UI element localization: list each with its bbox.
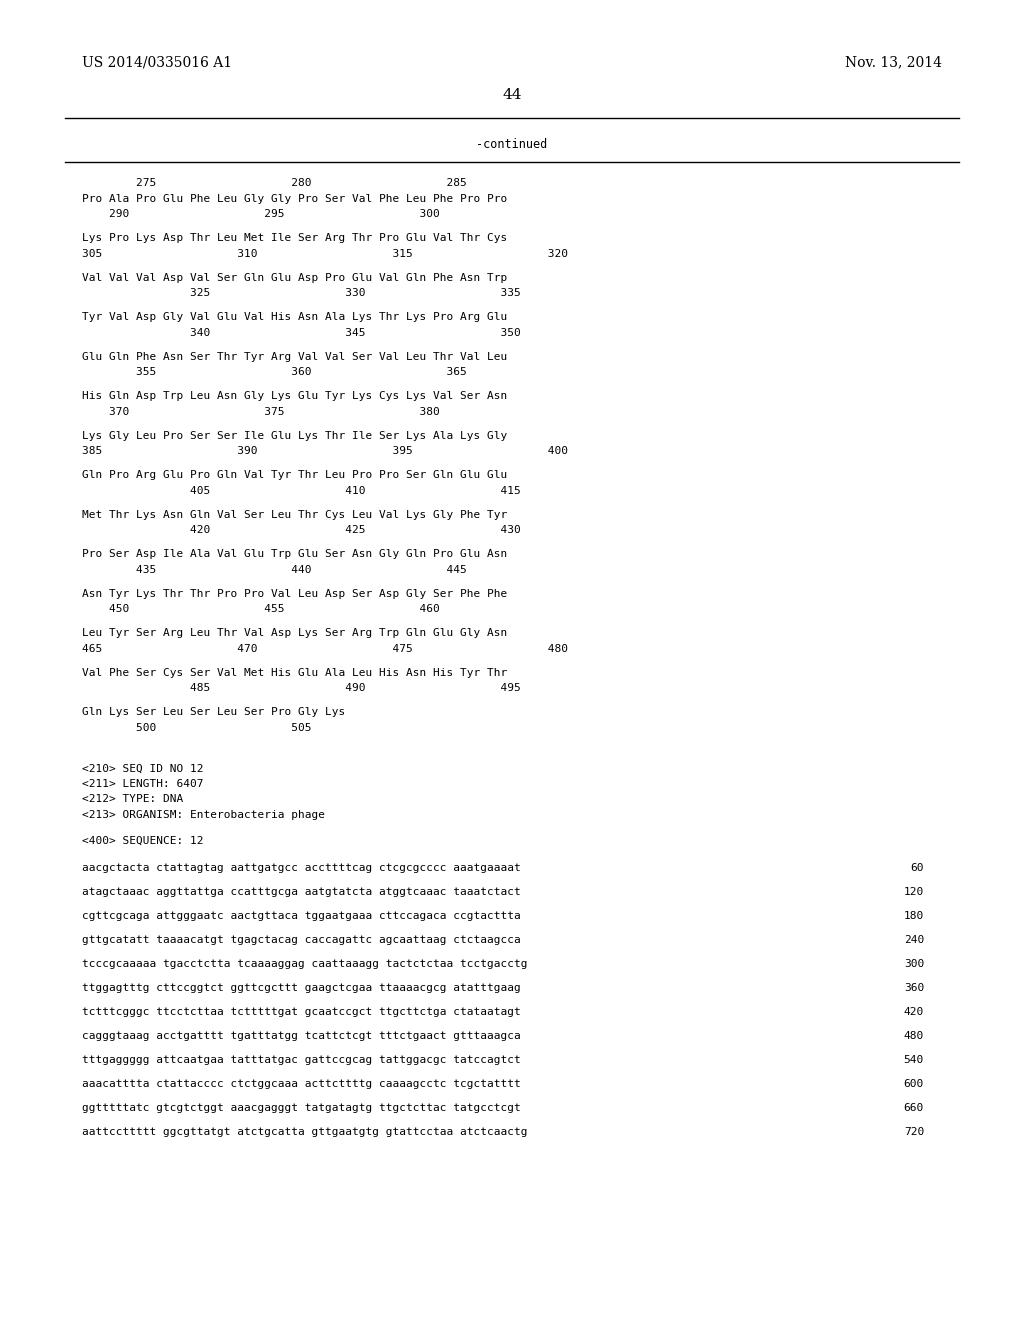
Text: 405                    410                    415: 405 410 415: [82, 486, 521, 496]
Text: <210> SEQ ID NO 12: <210> SEQ ID NO 12: [82, 763, 204, 774]
Text: 355                    360                    365: 355 360 365: [82, 367, 467, 378]
Text: 420: 420: [904, 1007, 924, 1018]
Text: 60: 60: [910, 863, 924, 874]
Text: Met Thr Lys Asn Gln Val Ser Leu Thr Cys Leu Val Lys Gly Phe Tyr: Met Thr Lys Asn Gln Val Ser Leu Thr Cys …: [82, 510, 507, 520]
Text: Lys Gly Leu Pro Ser Ser Ile Glu Lys Thr Ile Ser Lys Ala Lys Gly: Lys Gly Leu Pro Ser Ser Ile Glu Lys Thr …: [82, 430, 507, 441]
Text: 485                    490                    495: 485 490 495: [82, 684, 521, 693]
Text: <212> TYPE: DNA: <212> TYPE: DNA: [82, 795, 183, 804]
Text: aaacatttta ctattacccc ctctggcaaa acttcttttg caaaagcctc tcgctatttt: aaacatttta ctattacccc ctctggcaaa acttctt…: [82, 1080, 521, 1089]
Text: Nov. 13, 2014: Nov. 13, 2014: [845, 55, 942, 69]
Text: 435                    440                    445: 435 440 445: [82, 565, 467, 574]
Text: Asn Tyr Lys Thr Thr Pro Pro Val Leu Asp Ser Asp Gly Ser Phe Phe: Asn Tyr Lys Thr Thr Pro Pro Val Leu Asp …: [82, 589, 507, 599]
Text: <211> LENGTH: 6407: <211> LENGTH: 6407: [82, 779, 204, 789]
Text: 180: 180: [904, 911, 924, 921]
Text: His Gln Asp Trp Leu Asn Gly Lys Glu Tyr Lys Cys Lys Val Ser Asn: His Gln Asp Trp Leu Asn Gly Lys Glu Tyr …: [82, 391, 507, 401]
Text: 450                    455                    460: 450 455 460: [82, 605, 439, 614]
Text: -continued: -continued: [476, 139, 548, 152]
Text: 720: 720: [904, 1127, 924, 1138]
Text: 240: 240: [904, 936, 924, 945]
Text: tctttcgggc ttcctcttaa tctttttgat gcaatccgct ttgcttctga ctataatagt: tctttcgggc ttcctcttaa tctttttgat gcaatcc…: [82, 1007, 521, 1018]
Text: 385                    390                    395                    400: 385 390 395 400: [82, 446, 568, 457]
Text: <400> SEQUENCE: 12: <400> SEQUENCE: 12: [82, 836, 204, 845]
Text: ggtttttatc gtcgtctggt aaacgagggt tatgatagtg ttgctcttac tatgcctcgt: ggtttttatc gtcgtctggt aaacgagggt tatgata…: [82, 1104, 521, 1113]
Text: Gln Lys Ser Leu Ser Leu Ser Pro Gly Lys: Gln Lys Ser Leu Ser Leu Ser Pro Gly Lys: [82, 708, 345, 717]
Text: atagctaaac aggttattga ccatttgcga aatgtatcta atggtcaaac taaatctact: atagctaaac aggttattga ccatttgcga aatgtat…: [82, 887, 521, 898]
Text: aacgctacta ctattagtag aattgatgcc accttttcag ctcgcgcccc aaatgaaaat: aacgctacta ctattagtag aattgatgcc acctttt…: [82, 863, 521, 874]
Text: aattccttttt ggcgttatgt atctgcatta gttgaatgtg gtattcctaa atctcaactg: aattccttttt ggcgttatgt atctgcatta gttgaa…: [82, 1127, 527, 1138]
Text: 420                    425                    430: 420 425 430: [82, 525, 521, 535]
Text: ttggagtttg cttccggtct ggttcgcttt gaagctcgaa ttaaaacgcg atatttgaag: ttggagtttg cttccggtct ggttcgcttt gaagctc…: [82, 983, 521, 994]
Text: 480: 480: [904, 1031, 924, 1041]
Text: Tyr Val Asp Gly Val Glu Val His Asn Ala Lys Thr Lys Pro Arg Glu: Tyr Val Asp Gly Val Glu Val His Asn Ala …: [82, 312, 507, 322]
Text: Pro Ser Asp Ile Ala Val Glu Trp Glu Ser Asn Gly Gln Pro Glu Asn: Pro Ser Asp Ile Ala Val Glu Trp Glu Ser …: [82, 549, 507, 560]
Text: 660: 660: [904, 1104, 924, 1113]
Text: 300: 300: [904, 960, 924, 969]
Text: US 2014/0335016 A1: US 2014/0335016 A1: [82, 55, 232, 69]
Text: <213> ORGANISM: Enterobacteria phage: <213> ORGANISM: Enterobacteria phage: [82, 810, 325, 820]
Text: Pro Ala Pro Glu Phe Leu Gly Gly Pro Ser Val Phe Leu Phe Pro Pro: Pro Ala Pro Glu Phe Leu Gly Gly Pro Ser …: [82, 194, 507, 203]
Text: Val Val Val Asp Val Ser Gln Glu Asp Pro Glu Val Gln Phe Asn Trp: Val Val Val Asp Val Ser Gln Glu Asp Pro …: [82, 272, 507, 282]
Text: 325                    330                    335: 325 330 335: [82, 288, 521, 298]
Text: 500                    505: 500 505: [82, 723, 311, 733]
Text: 305                    310                    315                    320: 305 310 315 320: [82, 248, 568, 259]
Text: 120: 120: [904, 887, 924, 898]
Text: tcccgcaaaaa tgacctctta tcaaaaggag caattaaagg tactctctaa tcctgacctg: tcccgcaaaaa tgacctctta tcaaaaggag caatta…: [82, 960, 527, 969]
Text: Val Phe Ser Cys Ser Val Met His Glu Ala Leu His Asn His Tyr Thr: Val Phe Ser Cys Ser Val Met His Glu Ala …: [82, 668, 507, 677]
Text: 360: 360: [904, 983, 924, 994]
Text: gttgcatatt taaaacatgt tgagctacag caccagattc agcaattaag ctctaagcca: gttgcatatt taaaacatgt tgagctacag caccaga…: [82, 936, 521, 945]
Text: 44: 44: [502, 88, 522, 102]
Text: cagggtaaag acctgatttt tgatttatgg tcattctcgt tttctgaact gtttaaagca: cagggtaaag acctgatttt tgatttatgg tcattct…: [82, 1031, 521, 1041]
Text: Gln Pro Arg Glu Pro Gln Val Tyr Thr Leu Pro Pro Ser Gln Glu Glu: Gln Pro Arg Glu Pro Gln Val Tyr Thr Leu …: [82, 470, 507, 480]
Text: 465                    470                    475                    480: 465 470 475 480: [82, 644, 568, 653]
Text: 370                    375                    380: 370 375 380: [82, 407, 439, 417]
Text: tttgaggggg attcaatgaa tatttatgac gattccgcag tattggacgc tatccagtct: tttgaggggg attcaatgaa tatttatgac gattccg…: [82, 1055, 521, 1065]
Text: Lys Pro Lys Asp Thr Leu Met Ile Ser Arg Thr Pro Glu Val Thr Cys: Lys Pro Lys Asp Thr Leu Met Ile Ser Arg …: [82, 234, 507, 243]
Text: 290                    295                    300: 290 295 300: [82, 209, 439, 219]
Text: Glu Gln Phe Asn Ser Thr Tyr Arg Val Val Ser Val Leu Thr Val Leu: Glu Gln Phe Asn Ser Thr Tyr Arg Val Val …: [82, 351, 507, 362]
Text: cgttcgcaga attgggaatc aactgttaca tggaatgaaa cttccagaca ccgtacttta: cgttcgcaga attgggaatc aactgttaca tggaatg…: [82, 911, 521, 921]
Text: 275                    280                    285: 275 280 285: [82, 178, 467, 187]
Text: 340                    345                    350: 340 345 350: [82, 327, 521, 338]
Text: 600: 600: [904, 1080, 924, 1089]
Text: Leu Tyr Ser Arg Leu Thr Val Asp Lys Ser Arg Trp Gln Glu Gly Asn: Leu Tyr Ser Arg Leu Thr Val Asp Lys Ser …: [82, 628, 507, 639]
Text: 540: 540: [904, 1055, 924, 1065]
